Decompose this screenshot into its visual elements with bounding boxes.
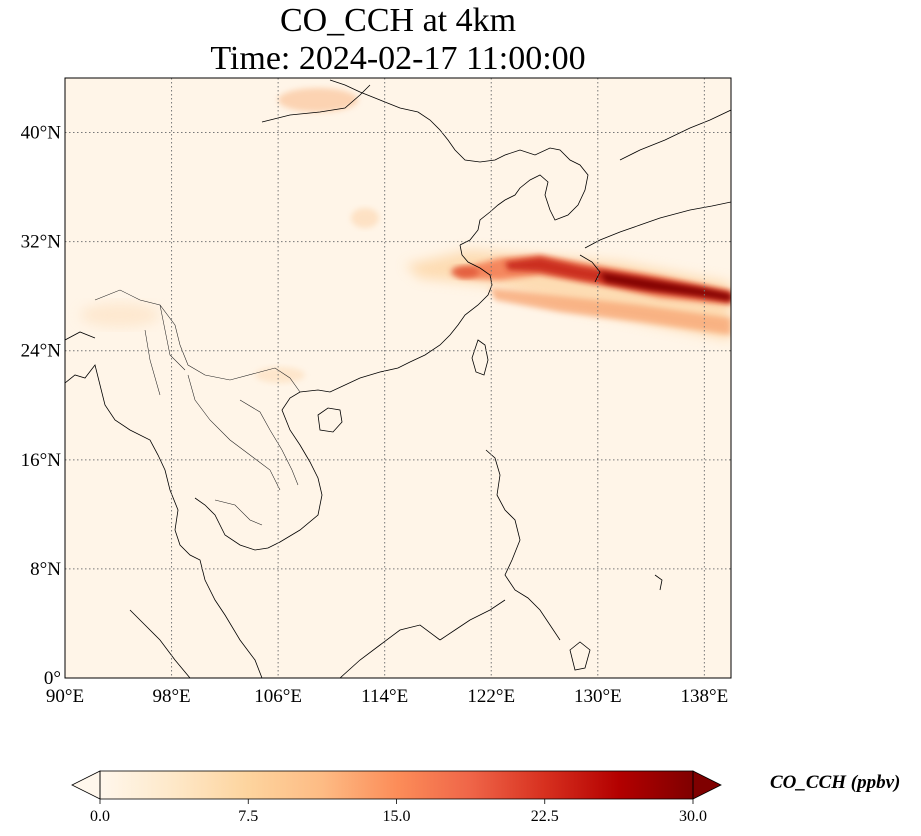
mindanao-south: [569, 641, 591, 671]
lat-tick-label: 8°N: [30, 559, 61, 580]
lon-tick-label: 138°E: [681, 686, 729, 707]
coastlines: [65, 79, 731, 678]
border-laos-vietnam: [239, 399, 299, 486]
coast-bay-of-bengal: [65, 364, 263, 678]
map-background: [65, 78, 731, 678]
coast-sumatra: [129, 609, 191, 678]
colorbar-ticks: 0.0 7.5 15.0 22.5 30.0: [90, 799, 707, 825]
map-frame: [64, 77, 732, 679]
plume-central-china: [351, 208, 379, 228]
colorbar-tick-label: 0.0: [90, 808, 110, 825]
map-panel: [65, 78, 731, 678]
plume-core-max: [600, 272, 731, 301]
border-china-southwest: [94, 289, 301, 393]
borneo-coast: [339, 624, 441, 678]
lon-tick-label: 90°E: [46, 686, 84, 707]
colorbar-extend-max: [692, 770, 722, 800]
colorbar-tick-label: 22.5: [531, 808, 559, 825]
border-northwest: [65, 331, 96, 341]
philippines: [485, 449, 561, 641]
border-mongolia: [261, 84, 371, 123]
plume-west: [80, 303, 160, 327]
gridlines: [65, 78, 731, 678]
plume-shanghai: [451, 266, 479, 278]
taiwan-island: [471, 339, 489, 376]
plume-south-china: [255, 367, 305, 383]
lat-tick-label: 16°N: [21, 450, 62, 471]
lat-tick-label: 24°N: [21, 341, 62, 362]
colorbar-tick-label: 15.0: [383, 808, 411, 825]
map-title: CO_CCH at 4km: [279, 2, 517, 39]
lon-tick-label: 122°E: [467, 686, 515, 707]
plume-lower-band: [490, 288, 731, 335]
lon-tick-label: 98°E: [152, 686, 190, 707]
lat-tick-label: 0°: [44, 668, 61, 689]
coast-south-china: [194, 244, 493, 551]
border-cambodia: [214, 499, 263, 526]
colorbar-tick-label: 7.5: [238, 808, 258, 825]
hainan-island: [317, 407, 343, 433]
japan-north: [619, 109, 731, 161]
coast-north-china-korea: [329, 79, 589, 246]
lat-tick-label: 32°N: [21, 232, 62, 253]
border-myanmar-china: [159, 304, 186, 371]
palau: [654, 574, 663, 591]
border-bangladesh: [144, 329, 161, 396]
colorbar-label: CO_CCH (ppbv): [770, 772, 900, 793]
lon-tick-label: 114°E: [361, 686, 408, 707]
colorbar: 0.0 7.5 15.0 22.5 30.0 CO_CCH (ppbv): [71, 770, 900, 825]
country-borders: [94, 289, 301, 526]
lon-tick-label: 130°E: [574, 686, 622, 707]
map-subtitle-time: Time: 2024-02-17 11:00:00: [210, 40, 586, 77]
japan-kyushu: [579, 254, 601, 283]
lon-tick-label: 106°E: [254, 686, 302, 707]
borneo-north: [439, 599, 506, 641]
longitude-labels: 90°E 98°E 106°E 114°E 122°E 130°E 138°E: [46, 686, 728, 707]
japan-honshu: [584, 201, 731, 249]
colorbar-tick-label: 30.0: [679, 808, 707, 825]
colorbar-extend-min: [71, 770, 101, 800]
lat-tick-label: 40°N: [21, 123, 62, 144]
border-thailand-laos: [187, 374, 281, 491]
colorbar-gradient: [100, 771, 693, 799]
latitude-labels: 0° 8°N 16°N 24°N 32°N 40°N: [21, 123, 62, 689]
plume-north-mongolia: [278, 88, 358, 112]
